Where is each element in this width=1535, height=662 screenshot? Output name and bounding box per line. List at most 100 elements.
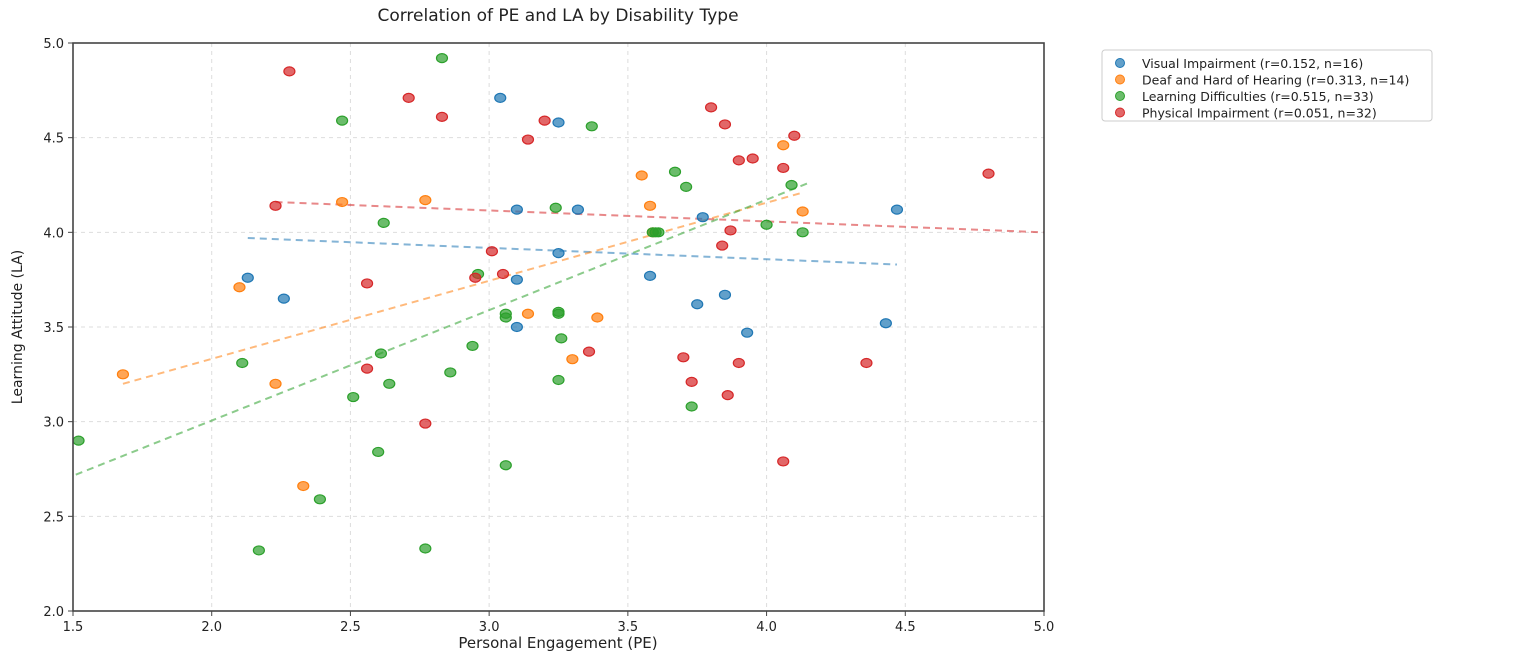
data-point: [374, 348, 388, 359]
x-tick-label: 2.5: [340, 620, 361, 635]
data-point: [732, 155, 745, 166]
legend-marker: [1115, 58, 1125, 68]
data-point: [336, 115, 349, 126]
data-point: [982, 168, 995, 179]
trend-line-0: [247, 237, 898, 266]
data-point: [718, 119, 732, 130]
data-point: [746, 153, 759, 164]
data-point: [732, 357, 745, 369]
data-point: [499, 460, 512, 471]
data-point: [704, 102, 718, 113]
data-point: [360, 363, 374, 374]
y-tick-label: 2.0: [43, 605, 64, 620]
legend-entry: Physical Impairment (r=0.051, n=32): [1142, 106, 1377, 121]
x-tick-label: 4.0: [756, 620, 777, 635]
y-tick-label: 3.0: [43, 416, 64, 431]
data-point: [538, 115, 551, 126]
data-point: [777, 162, 790, 174]
data-point: [566, 354, 579, 365]
x-tick-label: 5.0: [1034, 620, 1055, 635]
legend-entry: Learning Difficulties (r=0.515, n=33): [1142, 89, 1374, 104]
data-point: [521, 134, 535, 145]
y-tick-label: 5.0: [43, 37, 64, 52]
data-point: [236, 357, 249, 369]
trend-lines: [75, 182, 1045, 476]
data-point: [372, 446, 385, 458]
data-point: [788, 130, 801, 141]
data-point: [677, 352, 690, 363]
data-point: [435, 111, 449, 122]
data-point: [685, 401, 698, 412]
data-point: [277, 293, 290, 304]
legend-entry: Visual Impairment (r=0.152, n=16): [1142, 56, 1363, 71]
legend-marker: [1115, 91, 1125, 101]
data-point: [643, 270, 657, 281]
data-point: [777, 140, 790, 151]
data-point: [890, 204, 904, 215]
data-point: [685, 376, 698, 388]
data-point: [241, 272, 254, 283]
chart-title: Correlation of PE and LA by Disability T…: [377, 6, 738, 26]
data-point: [313, 494, 327, 505]
data-point: [549, 202, 562, 213]
data-point: [496, 268, 510, 280]
y-axis-label: Learning Attitude (LA): [10, 250, 26, 404]
data-point: [796, 227, 809, 238]
data-point: [116, 369, 130, 380]
data-point: [510, 204, 523, 215]
data-point: [741, 327, 754, 338]
data-point: [591, 312, 604, 323]
y-axis-ticks: 2.0 2.5 3.0 3.5 4.0 4.5 5.0: [43, 37, 73, 620]
data-point: [377, 217, 390, 228]
data-point: [552, 117, 565, 128]
data-point: [691, 299, 704, 310]
x-axis-label: Personal Engagement (PE): [458, 634, 657, 652]
data-point: [435, 53, 449, 64]
data-point: [860, 357, 873, 369]
legend: Visual Impairment (r=0.152, n=16) Deaf an…: [1101, 49, 1433, 122]
data-point: [336, 196, 349, 208]
y-tick-label: 3.5: [43, 321, 64, 336]
data-point: [721, 390, 734, 401]
data-point: [233, 282, 246, 293]
x-tick-label: 3.5: [618, 620, 639, 635]
data-point: [419, 418, 432, 429]
y-tick-label: 2.5: [43, 510, 64, 525]
data-point: [724, 225, 737, 236]
data-point: [668, 166, 682, 177]
data-point: [419, 543, 432, 554]
data-point: [585, 121, 598, 132]
data-point: [696, 212, 709, 223]
y-tick-label: 4.5: [43, 132, 64, 147]
data-point: [360, 278, 374, 289]
data-point: [402, 92, 415, 104]
grid: [72, 42, 1045, 612]
data-point: [485, 246, 499, 257]
x-tick-label: 2.0: [201, 620, 222, 635]
data-point: [785, 179, 798, 191]
data-points: [72, 53, 995, 556]
data-point: [499, 312, 512, 323]
data-point: [571, 204, 585, 215]
data-point: [72, 435, 85, 446]
data-point: [510, 321, 523, 333]
data-point: [466, 340, 479, 352]
x-tick-label: 3.0: [479, 620, 500, 635]
legend-marker: [1115, 74, 1125, 85]
x-tick-label: 4.5: [895, 620, 916, 635]
data-point: [680, 181, 693, 192]
x-axis-ticks: 1.5 2.0 2.5 3.0 3.5 4.0 4.5 5.0: [63, 611, 1055, 635]
data-point: [283, 66, 296, 77]
data-point: [469, 272, 482, 283]
data-point: [444, 367, 457, 378]
data-point: [494, 92, 507, 104]
data-point: [269, 378, 282, 389]
data-point: [510, 274, 523, 285]
data-point: [269, 200, 282, 211]
trend-line-3: [275, 201, 1045, 234]
legend-box: [1101, 49, 1433, 122]
data-point: [718, 289, 732, 300]
data-point: [552, 306, 565, 317]
data-point: [419, 195, 432, 206]
data-point: [646, 227, 659, 238]
